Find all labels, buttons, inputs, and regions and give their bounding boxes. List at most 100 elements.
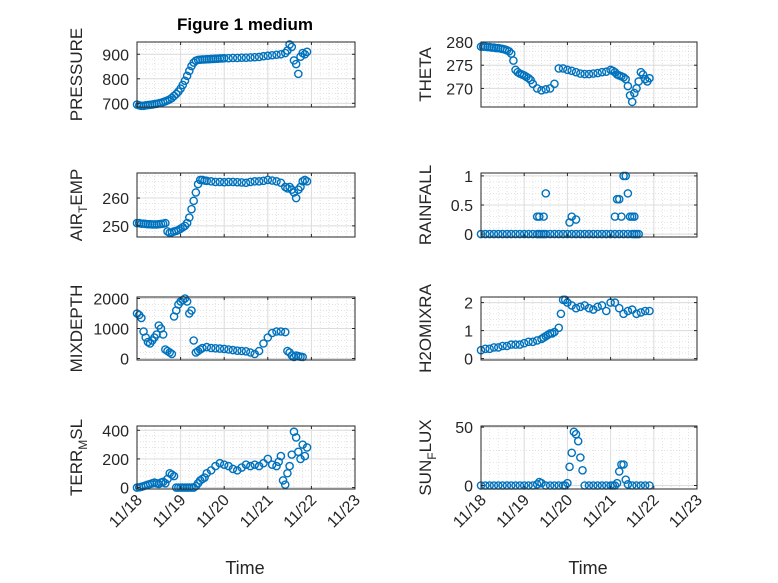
data-point xyxy=(627,97,637,107)
subplot-pressure: 700 800 900 PRESSURE xyxy=(67,28,356,121)
data-point xyxy=(246,348,255,357)
data-point xyxy=(228,177,238,187)
data-point xyxy=(485,344,494,354)
data-point xyxy=(532,84,542,93)
data-point xyxy=(250,52,260,62)
data-point xyxy=(215,177,225,187)
data-point xyxy=(206,177,216,186)
data-point xyxy=(237,346,246,356)
data-point xyxy=(563,65,572,75)
y-axis-label: SUNFLUX xyxy=(416,419,439,495)
data-point xyxy=(567,66,577,76)
data-point xyxy=(165,348,174,357)
data-point xyxy=(254,177,264,186)
data-point xyxy=(539,212,548,221)
data-point xyxy=(302,177,312,186)
data-point xyxy=(263,333,273,342)
y-tick-label: 270 xyxy=(446,81,473,98)
chart-title: Figure 1 medium xyxy=(177,15,313,34)
data-point xyxy=(489,343,499,352)
subplot-air-temp: 250 260 AIRTEMP xyxy=(67,169,356,241)
data-point xyxy=(640,306,650,316)
data-point xyxy=(169,91,179,101)
data-point xyxy=(515,340,525,349)
data-point xyxy=(519,338,529,348)
y-tick-label: 260 xyxy=(102,191,129,208)
data-point xyxy=(550,229,559,239)
data-point xyxy=(623,480,633,489)
data-point xyxy=(219,344,229,354)
axes-box xyxy=(480,41,698,108)
data-point xyxy=(161,218,170,228)
x-tick-label: 11/22 xyxy=(623,492,663,532)
data-point xyxy=(250,177,260,186)
data-point xyxy=(280,327,290,337)
plot-area xyxy=(481,297,697,360)
data-point xyxy=(291,433,301,442)
data-point xyxy=(509,56,518,65)
data-point xyxy=(524,337,533,347)
x-tick-label: 11/20 xyxy=(537,492,577,532)
x-tick-label: 11/18 xyxy=(450,492,490,532)
data-point xyxy=(630,88,639,98)
y-tick-label: 900 xyxy=(102,47,129,64)
data-point xyxy=(215,458,225,468)
axes-box xyxy=(136,425,356,490)
data-point xyxy=(576,69,585,78)
data-point xyxy=(302,443,312,452)
data-point xyxy=(528,79,538,89)
y-tick-label: 0 xyxy=(120,481,129,498)
x-tick-label: 11/22 xyxy=(281,492,321,532)
y-tick-label: 400 xyxy=(102,423,129,440)
data-point xyxy=(576,229,585,239)
data-point xyxy=(621,475,631,484)
data-point xyxy=(178,80,188,90)
data-point xyxy=(623,306,633,316)
data-point xyxy=(610,298,620,307)
data-point xyxy=(511,229,520,239)
data-point xyxy=(254,346,264,356)
y-tick-label: 1 xyxy=(464,324,473,341)
data-point xyxy=(524,73,533,83)
data-point xyxy=(532,480,542,489)
data-point xyxy=(511,340,520,349)
x-tick-label: 11/20 xyxy=(194,492,234,532)
data-point xyxy=(537,85,546,95)
data-point xyxy=(571,303,581,313)
data-point xyxy=(493,229,503,239)
data-point xyxy=(636,67,646,77)
data-point xyxy=(545,229,555,239)
data-point xyxy=(640,74,650,84)
y-axis-label: THETA xyxy=(416,47,435,102)
data-point xyxy=(610,229,620,239)
data-point xyxy=(272,461,281,471)
data-point xyxy=(493,343,503,352)
data-point xyxy=(558,229,568,239)
data-point xyxy=(267,328,277,338)
y-tick-label: 700 xyxy=(102,96,129,113)
data-point xyxy=(502,229,512,239)
data-point xyxy=(198,474,207,484)
data-point xyxy=(541,85,551,94)
data-point xyxy=(606,229,615,239)
data-point xyxy=(302,47,312,57)
data-point xyxy=(554,229,564,239)
data-point xyxy=(558,64,568,73)
data-point xyxy=(537,478,546,488)
data-point xyxy=(263,175,273,185)
data-point xyxy=(219,53,229,63)
x-tick-label: 11/21 xyxy=(580,492,620,532)
y-tick-label: 250 xyxy=(102,219,129,236)
data-point xyxy=(569,427,579,437)
plot-area xyxy=(137,426,355,489)
data-point xyxy=(291,193,301,203)
data-point xyxy=(623,81,633,91)
data-point xyxy=(541,229,551,239)
data-point xyxy=(219,460,229,469)
data-point xyxy=(567,229,577,239)
data-point xyxy=(576,453,585,462)
plot-area xyxy=(137,173,355,237)
data-point xyxy=(272,177,281,186)
data-point xyxy=(498,229,507,239)
